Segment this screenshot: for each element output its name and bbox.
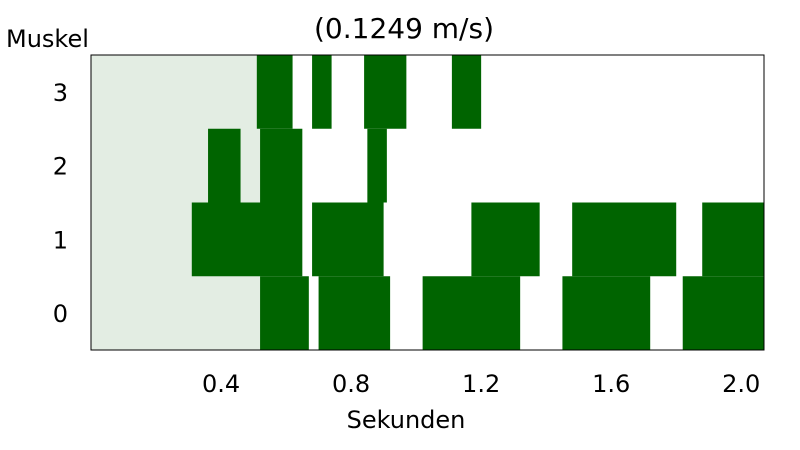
x-tick-label: 1.6 (592, 370, 630, 398)
bar-muscle-3-segment-2 (364, 55, 407, 129)
bar-muscle-2-segment-2 (367, 128, 387, 203)
bar-muscle-3-segment-1 (312, 55, 332, 129)
y-tick-label: 0 (53, 300, 68, 328)
y-tick-label: 3 (53, 79, 68, 107)
bar-muscle-0-segment-1 (318, 276, 391, 350)
bar-muscle-1-segment-4 (702, 202, 764, 277)
bar-muscle-1-segment-0 (191, 202, 303, 277)
bar-muscle-3-segment-0 (256, 55, 293, 129)
x-axis-label: Sekunden (347, 406, 466, 434)
x-tick-label: 0.8 (332, 370, 370, 398)
bar-muscle-1-segment-2 (471, 202, 540, 277)
x-tick-label: 1.2 (462, 370, 500, 398)
chart-title: (0.1249 m/s) (314, 12, 494, 45)
x-tick-label: 2.0 (722, 370, 760, 398)
bar-muscle-0-segment-4 (682, 276, 764, 350)
plot-area (90, 54, 765, 351)
y-tick-label: 1 (53, 226, 68, 254)
bar-muscle-2-segment-0 (208, 128, 241, 203)
y-tick-label: 2 (53, 153, 68, 181)
plot-frame (90, 54, 765, 351)
bar-muscle-0-segment-2 (422, 276, 521, 350)
bar-muscle-0-segment-0 (260, 276, 309, 350)
y-axis-label: Muskel (6, 25, 89, 53)
bar-muscle-1-segment-3 (572, 202, 677, 277)
bar-muscle-3-segment-3 (451, 55, 482, 129)
bar-muscle-0-segment-3 (562, 276, 651, 350)
x-tick-label: 0.4 (202, 370, 240, 398)
bar-muscle-2-segment-1 (260, 128, 303, 203)
bar-muscle-1-segment-1 (312, 202, 384, 277)
